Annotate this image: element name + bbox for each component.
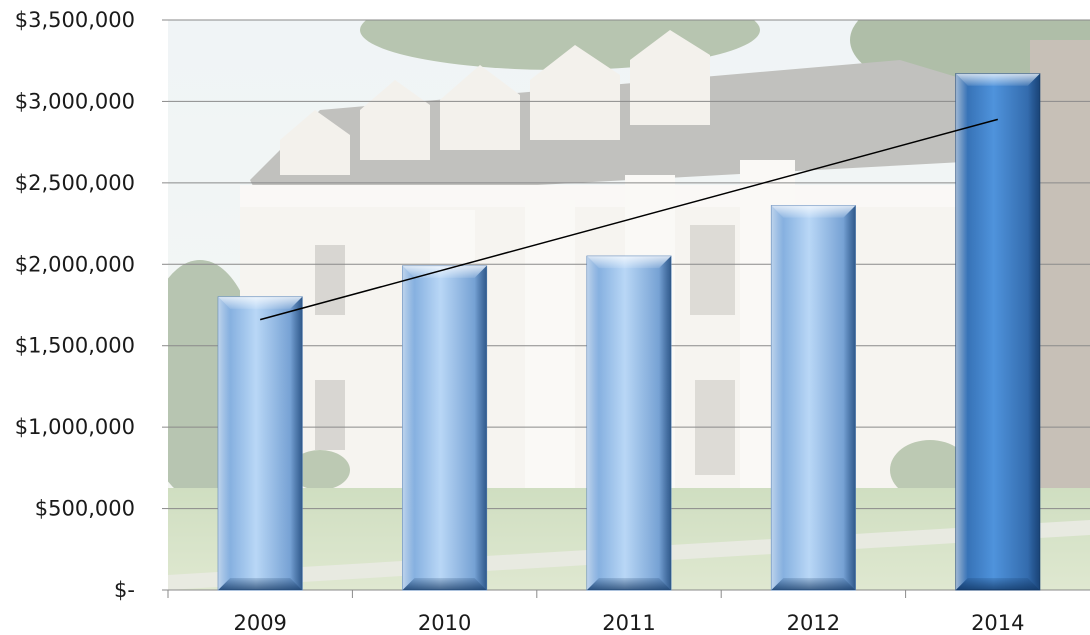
bar-bevel-right	[659, 256, 671, 590]
y-tick-label: $500,000	[35, 497, 135, 521]
bar-bevel-top	[218, 296, 303, 309]
bar-body	[770, 205, 856, 591]
bar-2011	[586, 255, 672, 591]
bar-body	[586, 255, 672, 591]
bar-bevel-left	[402, 265, 415, 590]
trendline-group	[260, 118, 998, 321]
x-tick-label: 2011	[602, 611, 655, 635]
bar-bevel-right	[474, 265, 487, 590]
y-tick-label: $3,500,000	[15, 8, 135, 32]
bar-bevel-bottom	[771, 578, 856, 590]
bar-bevel-bottom	[955, 578, 1040, 590]
bar-bevel-bottom	[587, 578, 671, 590]
y-tick-label: $-	[114, 578, 135, 602]
y-tick-label: $3,000,000	[15, 89, 135, 113]
bar-bevel-left	[955, 73, 968, 590]
x-tick-label: 2012	[787, 611, 840, 635]
y-tick-label: $1,000,000	[15, 415, 135, 439]
y-tick-label: $2,500,000	[15, 171, 135, 195]
bar-bevel-bottom	[218, 578, 303, 590]
y-tick-label: $2,000,000	[15, 252, 135, 276]
y-axis-ticks: $- $500,000 $1,000,000 $1,500,000 $2,000,000…	[15, 8, 168, 602]
trendline	[260, 118, 998, 321]
bar-bevel-top	[955, 73, 1040, 86]
bar-bevel-left	[771, 205, 784, 590]
bar-body	[217, 296, 303, 591]
bar-body	[955, 73, 1041, 591]
bar-2010	[402, 265, 488, 591]
bar-bevel-top	[771, 205, 856, 218]
bar-2014	[955, 73, 1041, 591]
x-tick-label: 2014	[971, 611, 1024, 635]
y-tick-label: $1,500,000	[15, 334, 135, 358]
x-tick-label: 2009	[233, 611, 286, 635]
bar-bevel-right	[1027, 73, 1040, 590]
x-axis-ticks: 2009 2010 2011 2012 2014	[167, 590, 1025, 635]
bar-bevel-top	[402, 265, 487, 278]
bar-bevel-left	[587, 256, 599, 590]
bar-body	[402, 265, 488, 591]
bar-bevel-left	[218, 296, 231, 590]
x-tick-label: 2010	[418, 611, 471, 635]
bar-2009	[217, 296, 303, 591]
bar-bevel-right	[843, 205, 856, 590]
bar-bevel-top	[587, 256, 671, 269]
bars	[217, 73, 1041, 591]
bar-2012	[770, 205, 856, 591]
bar-bevel-bottom	[402, 578, 487, 590]
bar-bevel-right	[290, 296, 303, 590]
